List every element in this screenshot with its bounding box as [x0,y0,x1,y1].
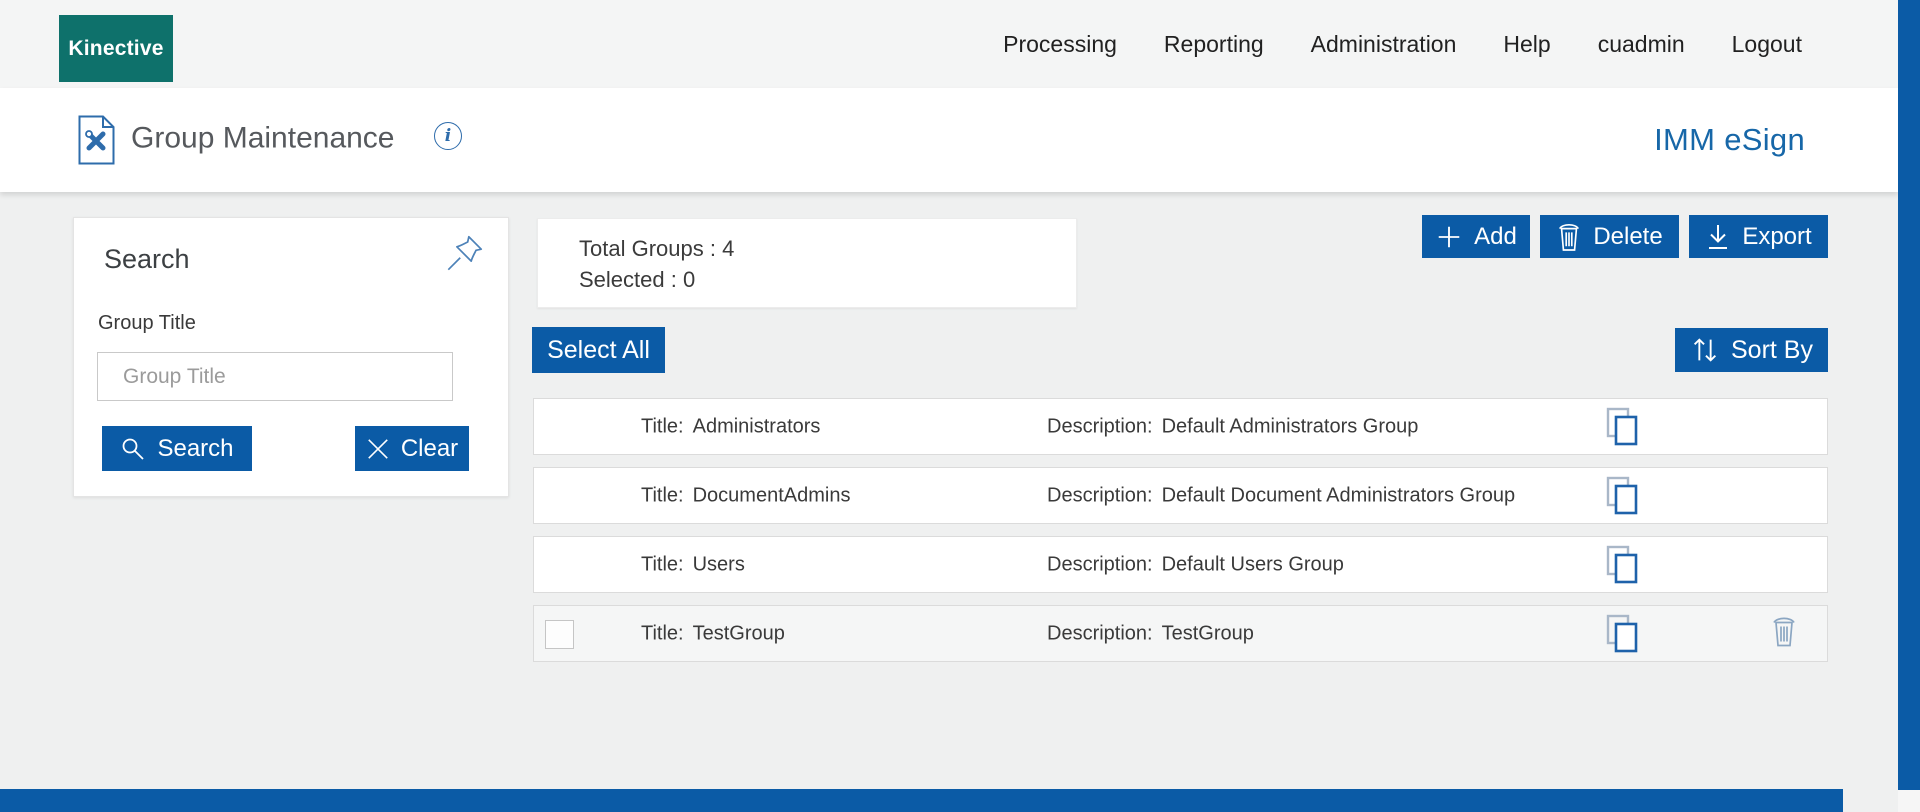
nav-item-cuadmin[interactable]: cuadmin [1597,30,1685,57]
row-checkbox[interactable] [545,620,574,649]
copy-icon[interactable] [1606,407,1642,447]
title-label: Title: [641,622,684,644]
group-list: Title: Administrators Description: Default… [533,398,1828,674]
download-icon [1709,224,1728,249]
selected-count-text: Selected : 0 [579,267,696,292]
search-panel: Search Group Title Search Clear [73,217,509,497]
pin-icon[interactable] [444,232,486,279]
title-label: Title: [641,415,684,437]
page-header: Group Maintenance i IMM eSign [0,88,1898,192]
clear-x-icon [368,438,388,459]
document-tools-icon [78,115,115,170]
plus-icon [1438,226,1460,247]
group-description: Default Users Group [1161,553,1344,575]
search-button[interactable]: Search [102,426,252,471]
info-icon[interactable]: i [434,122,462,150]
clear-button-label: Clear [400,434,459,462]
search-icon [123,438,145,460]
sort-by-button[interactable]: Sort By [1675,328,1828,372]
summary-card: Total Groups : 4 Selected : 0 [537,218,1077,308]
group-title: DocumentAdmins [692,484,851,506]
add-button[interactable]: Add [1422,215,1530,258]
title-label: Title: [641,553,684,575]
group-description: Default Document Administrators Group [1161,484,1516,506]
logo-text: Kinective [68,36,164,60]
group-description: TestGroup [1161,622,1254,644]
group-description: Default Administrators Group [1161,415,1419,437]
row-trash-icon[interactable] [1770,614,1798,653]
copy-icon[interactable] [1606,476,1642,516]
search-button-label: Search [157,434,234,462]
kinective-logo[interactable]: Kinective [59,15,173,82]
sort-arrows-icon [1693,338,1717,362]
nav-item-reporting[interactable]: Reporting [1163,30,1264,57]
group-title-label: Group Title [98,312,196,334]
export-button[interactable]: Export [1689,215,1828,258]
total-groups-text: Total Groups : 4 [579,236,735,261]
nav-item-processing[interactable]: Processing [1003,30,1117,57]
scrollbar[interactable] [1898,0,1920,790]
group-title: TestGroup [692,622,785,644]
nav-item-help[interactable]: Help [1503,30,1551,57]
title-label: Title: [641,484,684,506]
scrollbar-corner [1898,790,1920,812]
copy-icon[interactable] [1606,545,1642,585]
trash-icon [1559,223,1580,251]
nav-item-logout[interactable]: Logout [1731,30,1802,57]
product-name: IMM eSign [1654,122,1805,157]
top-navbar: Kinective Processing Reporting Administr… [0,0,1898,88]
group-title-input[interactable] [97,352,453,401]
description-label: Description: [1047,484,1153,506]
group-row-documentadmins[interactable]: Title: DocumentAdmins Description: Default… [533,467,1828,524]
description-label: Description: [1047,622,1153,644]
group-title: Administrators [692,415,821,437]
description-label: Description: [1047,553,1153,575]
add-button-label: Add [1474,222,1517,250]
page-title: Group Maintenance [131,121,395,155]
export-button-label: Export [1742,222,1812,250]
select-all-label: Select All [547,335,650,364]
footer-bar [0,789,1843,812]
nav-links: Processing Reporting Administration Help… [1003,0,1802,88]
group-title: Users [692,553,745,575]
group-row-users[interactable]: Title: Users Description: Default Users Gr… [533,536,1828,593]
search-panel-title: Search [104,244,190,274]
copy-icon[interactable] [1606,614,1642,654]
group-row-administrators[interactable]: Title: Administrators Description: Default… [533,398,1828,455]
delete-button[interactable]: Delete [1540,215,1679,258]
description-label: Description: [1047,415,1153,437]
nav-item-administration[interactable]: Administration [1310,30,1457,57]
group-row-testgroup[interactable]: Title: TestGroup Description: TestGroup [533,605,1828,662]
delete-button-label: Delete [1593,222,1663,250]
select-all-button[interactable]: Select All [532,327,665,373]
sort-by-label: Sort By [1731,335,1813,364]
clear-button[interactable]: Clear [355,426,469,471]
